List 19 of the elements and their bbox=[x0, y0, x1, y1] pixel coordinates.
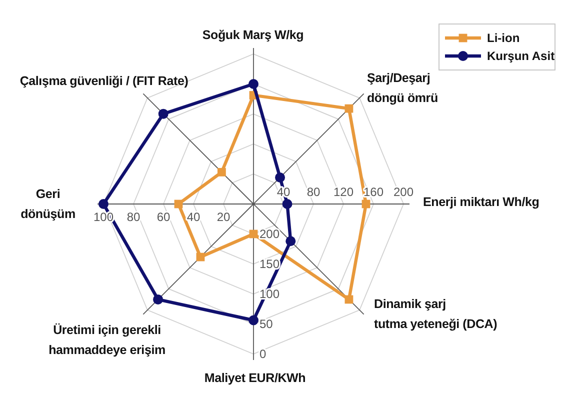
text: 150 bbox=[260, 257, 280, 271]
text: 0 bbox=[260, 347, 266, 361]
y-tick-label: 120 bbox=[333, 185, 354, 199]
text: 80 bbox=[126, 210, 140, 224]
text: 50 bbox=[260, 317, 273, 331]
legend-label: Kurşun Asit bbox=[487, 49, 555, 63]
text: 40 bbox=[186, 210, 200, 224]
text: 200 bbox=[260, 227, 280, 241]
spoke-label: Geri dönüşüm bbox=[20, 187, 76, 221]
spoke-label: Dinamik şarj tutma yeteneği (DCA) bbox=[374, 297, 498, 331]
spoke-label: Enerji miktarı Wh/kg bbox=[423, 195, 540, 209]
spoke-label: Soğuk Marş W/kg bbox=[202, 28, 304, 42]
spoke-label: Şarj/Deşarj döngü ömrü bbox=[367, 71, 438, 105]
spoke-label: Maliyet EUR/KWh bbox=[204, 371, 306, 385]
text: 20 bbox=[216, 210, 230, 224]
legend-label: Li-ion bbox=[487, 31, 520, 45]
spoke-label: Üretimi için gerekli hammaddeye erişim bbox=[48, 323, 166, 357]
spoke-label: Çalışma güvenliği / (FIT Rate) bbox=[20, 74, 188, 88]
text: 60 bbox=[156, 210, 170, 224]
